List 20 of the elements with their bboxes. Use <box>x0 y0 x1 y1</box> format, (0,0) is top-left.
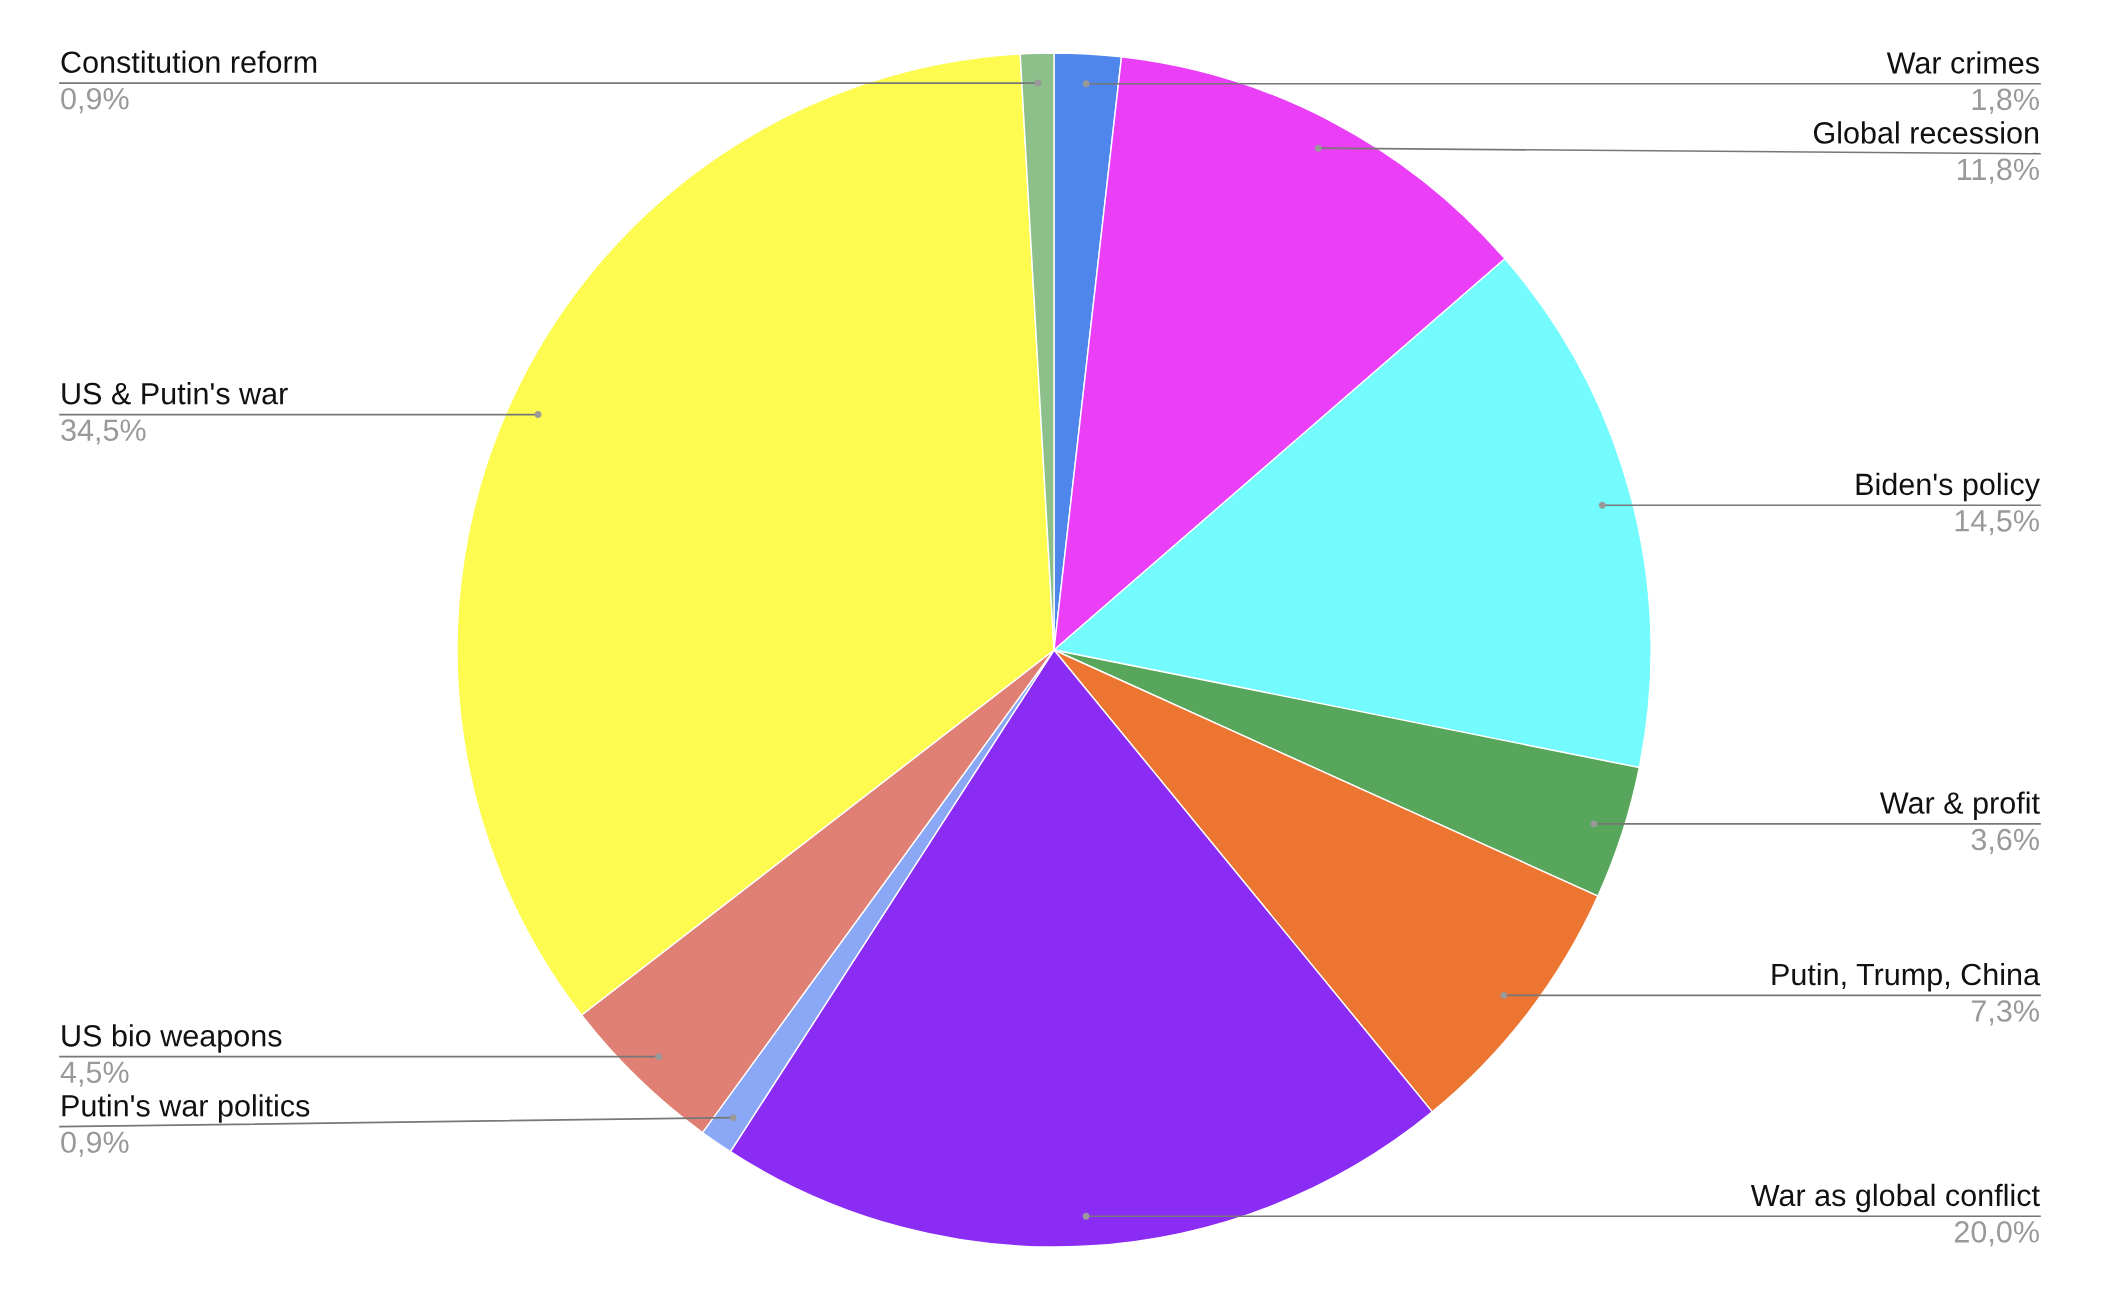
slice-label: War crimes <box>1886 51 2039 74</box>
data-label: 1,8% <box>1972 88 2039 114</box>
slice-label: Constitution reform <box>61 50 317 74</box>
data-label: 11,8% <box>1957 158 2039 184</box>
data-label: 0,9% <box>61 1131 129 1157</box>
slice-label: War as global conflict <box>1750 1183 2040 1213</box>
slice-label: Global recession <box>1813 121 2039 144</box>
slice-label: War & profit <box>1879 791 2040 820</box>
data-label: 20,0% <box>1954 1221 2039 1247</box>
slice-label: US & Putin's war <box>62 382 288 405</box>
slice-label: US bio weapons <box>62 1024 282 1053</box>
data-label: 4,5% <box>60 1061 129 1087</box>
data-label: 0,9% <box>61 87 129 114</box>
data-label: 7,3% <box>1971 1000 2039 1026</box>
data-label: 34,5% <box>61 419 146 445</box>
data-label: 3,6% <box>1971 828 2039 854</box>
slice-label: Biden's policy <box>1856 472 2040 502</box>
data-label: 14,5% <box>1955 510 2039 536</box>
slice-label: Putin's war politics <box>62 1094 310 1123</box>
slice-label: Putin, Trump, China <box>1772 962 2041 992</box>
